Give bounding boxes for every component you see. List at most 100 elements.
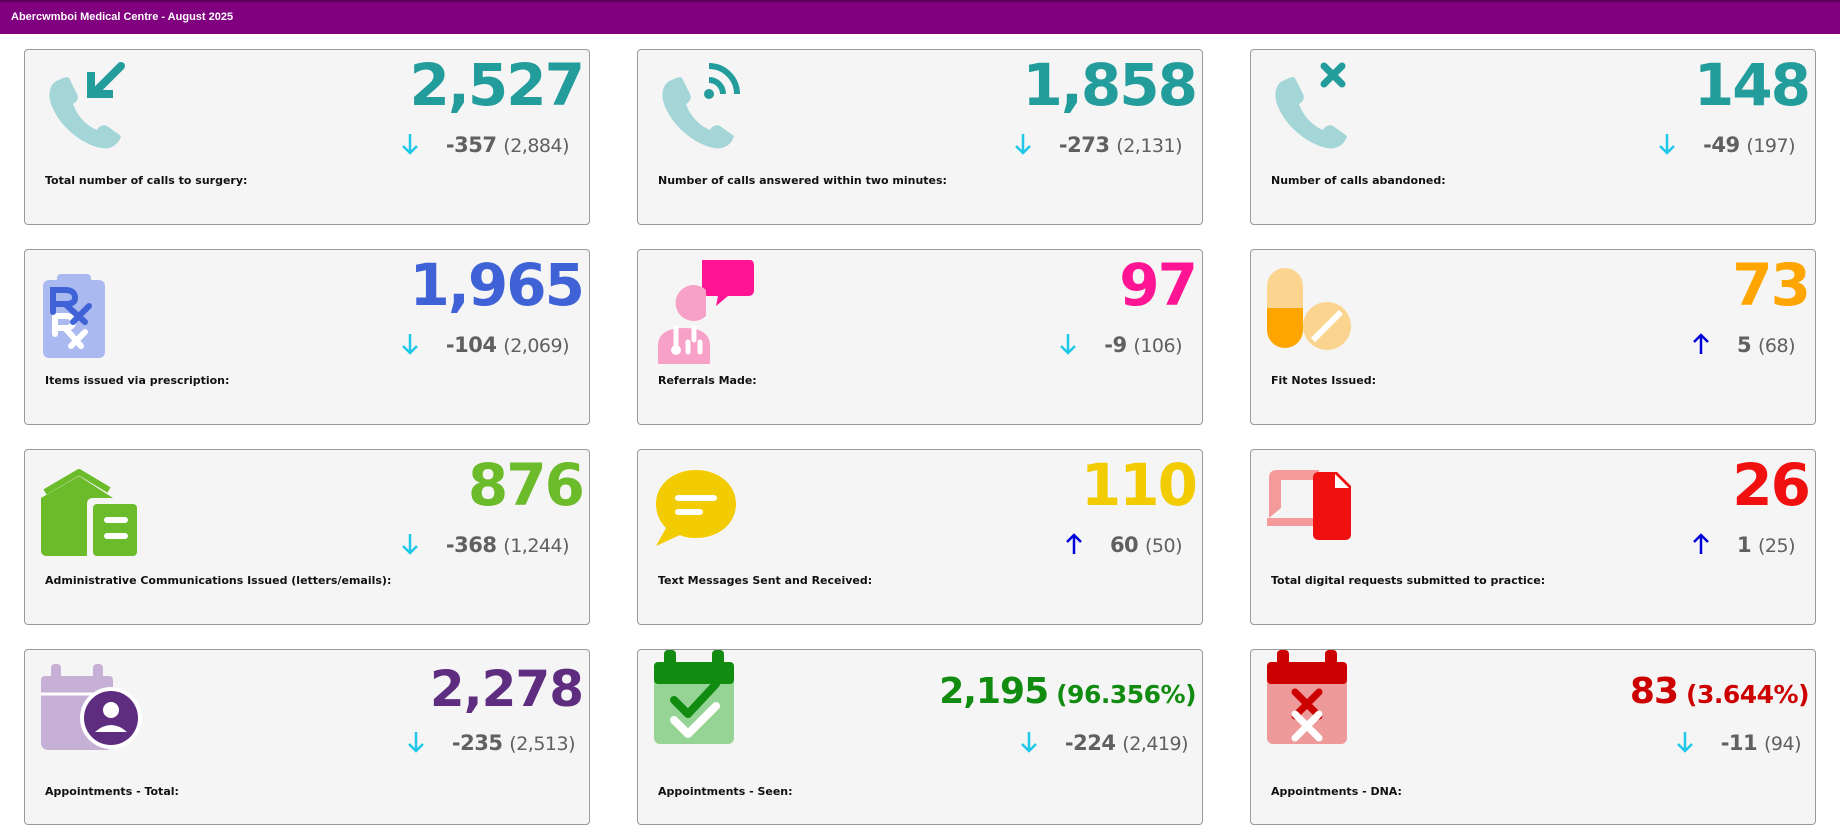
previous-value: (2,419): [1122, 733, 1188, 755]
previous-value: (2,884): [503, 135, 569, 157]
kpi-change: 60 (50): [1065, 532, 1183, 557]
answered-call-icon: [654, 60, 754, 150]
kpi-value: 1,965: [409, 251, 585, 319]
kpi-label: Total number of calls to surgery:: [45, 174, 248, 187]
kpi-value-number: 83: [1629, 671, 1679, 712]
kpi-label: Number of calls answered within two minu…: [658, 174, 947, 187]
change-value: -357: [445, 133, 497, 157]
calendar-user-icon: [41, 660, 142, 750]
card-total-calls: 2,527 -357 (2,884) Total number of calls…: [24, 49, 590, 225]
card-referrals: 97 -9 (106) Referrals Made:: [637, 249, 1203, 425]
page-title: Abercwmboi Medical Centre - August 2025: [11, 11, 234, 23]
kpi-change: -104 (2,069): [401, 332, 569, 357]
kpi-change: -368 (1,244): [401, 532, 569, 557]
card-appointments-dna: 83 (3.644%) -11 (94) Appointments - DNA:: [1250, 649, 1816, 825]
card-admin-comms: 876 -368 (1,244) Administrative Communic…: [24, 449, 590, 625]
calendar-cross-icon: [1267, 648, 1367, 744]
change-value: -11: [1720, 731, 1758, 755]
kpi-change: -235 (2,513): [407, 730, 575, 755]
kpi-value: 2,527: [409, 51, 585, 119]
kpi-percent: (96.356%): [1056, 680, 1196, 709]
change-value: -273: [1058, 133, 1110, 157]
arrow-down-icon: [401, 132, 419, 156]
kpi-value-number: 2,195: [939, 671, 1049, 712]
kpi-change: -11 (94): [1676, 730, 1802, 755]
previous-value: (94): [1763, 733, 1802, 755]
kpi-value: 83 (3.644%): [1629, 671, 1810, 712]
change-value: 1: [1737, 533, 1752, 557]
pills-icon: [1267, 260, 1367, 350]
change-value: -49: [1703, 133, 1740, 157]
kpi-label: Items issued via prescription:: [45, 374, 230, 387]
kpi-label: Referrals Made:: [658, 374, 757, 387]
previous-value: (50): [1144, 535, 1183, 557]
header-bar: Abercwmboi Medical Centre - August 2025: [0, 0, 1840, 34]
change-value: 60: [1109, 533, 1139, 557]
kpi-label: Appointments - Total:: [45, 785, 179, 798]
kpi-change: -9 (106): [1059, 332, 1182, 357]
kpi-label: Text Messages Sent and Received:: [658, 574, 873, 587]
kpi-value: 2,195 (96.356%): [939, 674, 1196, 710]
arrow-down-icon: [1059, 332, 1077, 356]
kpi-value: 110: [1080, 451, 1198, 519]
kpi-value: 148: [1693, 51, 1811, 119]
kpi-label: Appointments - DNA:: [1271, 785, 1402, 798]
change-value: 5: [1737, 333, 1752, 357]
kpi-value: 876: [467, 451, 585, 519]
kpi-label: Appointments - Seen:: [658, 785, 793, 798]
digital-request-icon: [1267, 460, 1367, 550]
arrow-down-icon: [1658, 132, 1676, 156]
kpi-change: -224 (2,419): [1020, 730, 1188, 755]
kpi-value: 73: [1732, 251, 1811, 319]
previous-value: (68): [1757, 335, 1796, 357]
arrow-up-icon: [1692, 532, 1710, 556]
card-digital-requests: 26 1 (25) Total digital requests submitt…: [1250, 449, 1816, 625]
previous-value: (1,244): [503, 535, 569, 557]
kpi-label: Fit Notes Issued:: [1271, 374, 1376, 387]
arrow-up-icon: [1692, 332, 1710, 356]
incoming-call-icon: [41, 60, 141, 150]
abandoned-call-icon: [1267, 60, 1367, 150]
previous-value: (106): [1133, 335, 1182, 357]
previous-value: (2,513): [509, 733, 575, 755]
arrow-down-icon: [1676, 730, 1694, 754]
card-calls-answered: 1,858 -273 (2,131) Number of calls answe…: [637, 49, 1203, 225]
kpi-change: 5 (68): [1692, 332, 1796, 357]
kpi-label: Administrative Communications Issued (le…: [45, 574, 392, 587]
arrow-down-icon: [401, 532, 419, 556]
kpi-value: 26: [1732, 451, 1811, 519]
message-bubble-icon: [654, 460, 754, 550]
arrow-down-icon: [401, 332, 419, 356]
kpi-label: Number of calls abandoned:: [1271, 174, 1446, 187]
change-value: -224: [1064, 731, 1116, 755]
card-appointments-total: 2,278 -235 (2,513) Appointments - Total:: [24, 649, 590, 825]
change-value: -104: [445, 333, 497, 357]
kpi-percent: (3.644%): [1686, 680, 1809, 709]
house-document-icon: [41, 460, 141, 556]
arrow-down-icon: [1020, 730, 1038, 754]
kpi-value: 2,278: [430, 664, 584, 714]
doctor-chat-icon: [654, 260, 754, 364]
kpi-change: -273 (2,131): [1014, 132, 1182, 157]
kpi-change: -49 (197): [1658, 132, 1795, 157]
card-prescriptions: 1,965 -104 (2,069) Items issued via pres…: [24, 249, 590, 425]
card-calls-abandoned: 148 -49 (197) Number of calls abandoned:: [1250, 49, 1816, 225]
kpi-value: 97: [1119, 251, 1198, 319]
arrow-down-icon: [407, 730, 425, 754]
kpi-value: 1,858: [1022, 51, 1198, 119]
previous-value: (2,069): [503, 335, 569, 357]
card-appointments-seen: 2,195 (96.356%) -224 (2,419) Appointments…: [637, 649, 1203, 825]
arrow-down-icon: [1014, 132, 1032, 156]
previous-value: (25): [1757, 535, 1796, 557]
kpi-label: Total digital requests submitted to prac…: [1271, 574, 1546, 587]
change-value: -235: [451, 731, 503, 755]
arrow-up-icon: [1065, 532, 1083, 556]
kpi-change: 1 (25): [1692, 532, 1796, 557]
card-fit-notes: 73 5 (68) Fit Notes Issued:: [1250, 249, 1816, 425]
calendar-check-icon: [654, 648, 754, 744]
previous-value: (2,131): [1116, 135, 1182, 157]
previous-value: (197): [1746, 135, 1795, 157]
kpi-change: -357 (2,884): [401, 132, 569, 157]
change-value: -9: [1104, 333, 1127, 357]
change-value: -368: [445, 533, 497, 557]
